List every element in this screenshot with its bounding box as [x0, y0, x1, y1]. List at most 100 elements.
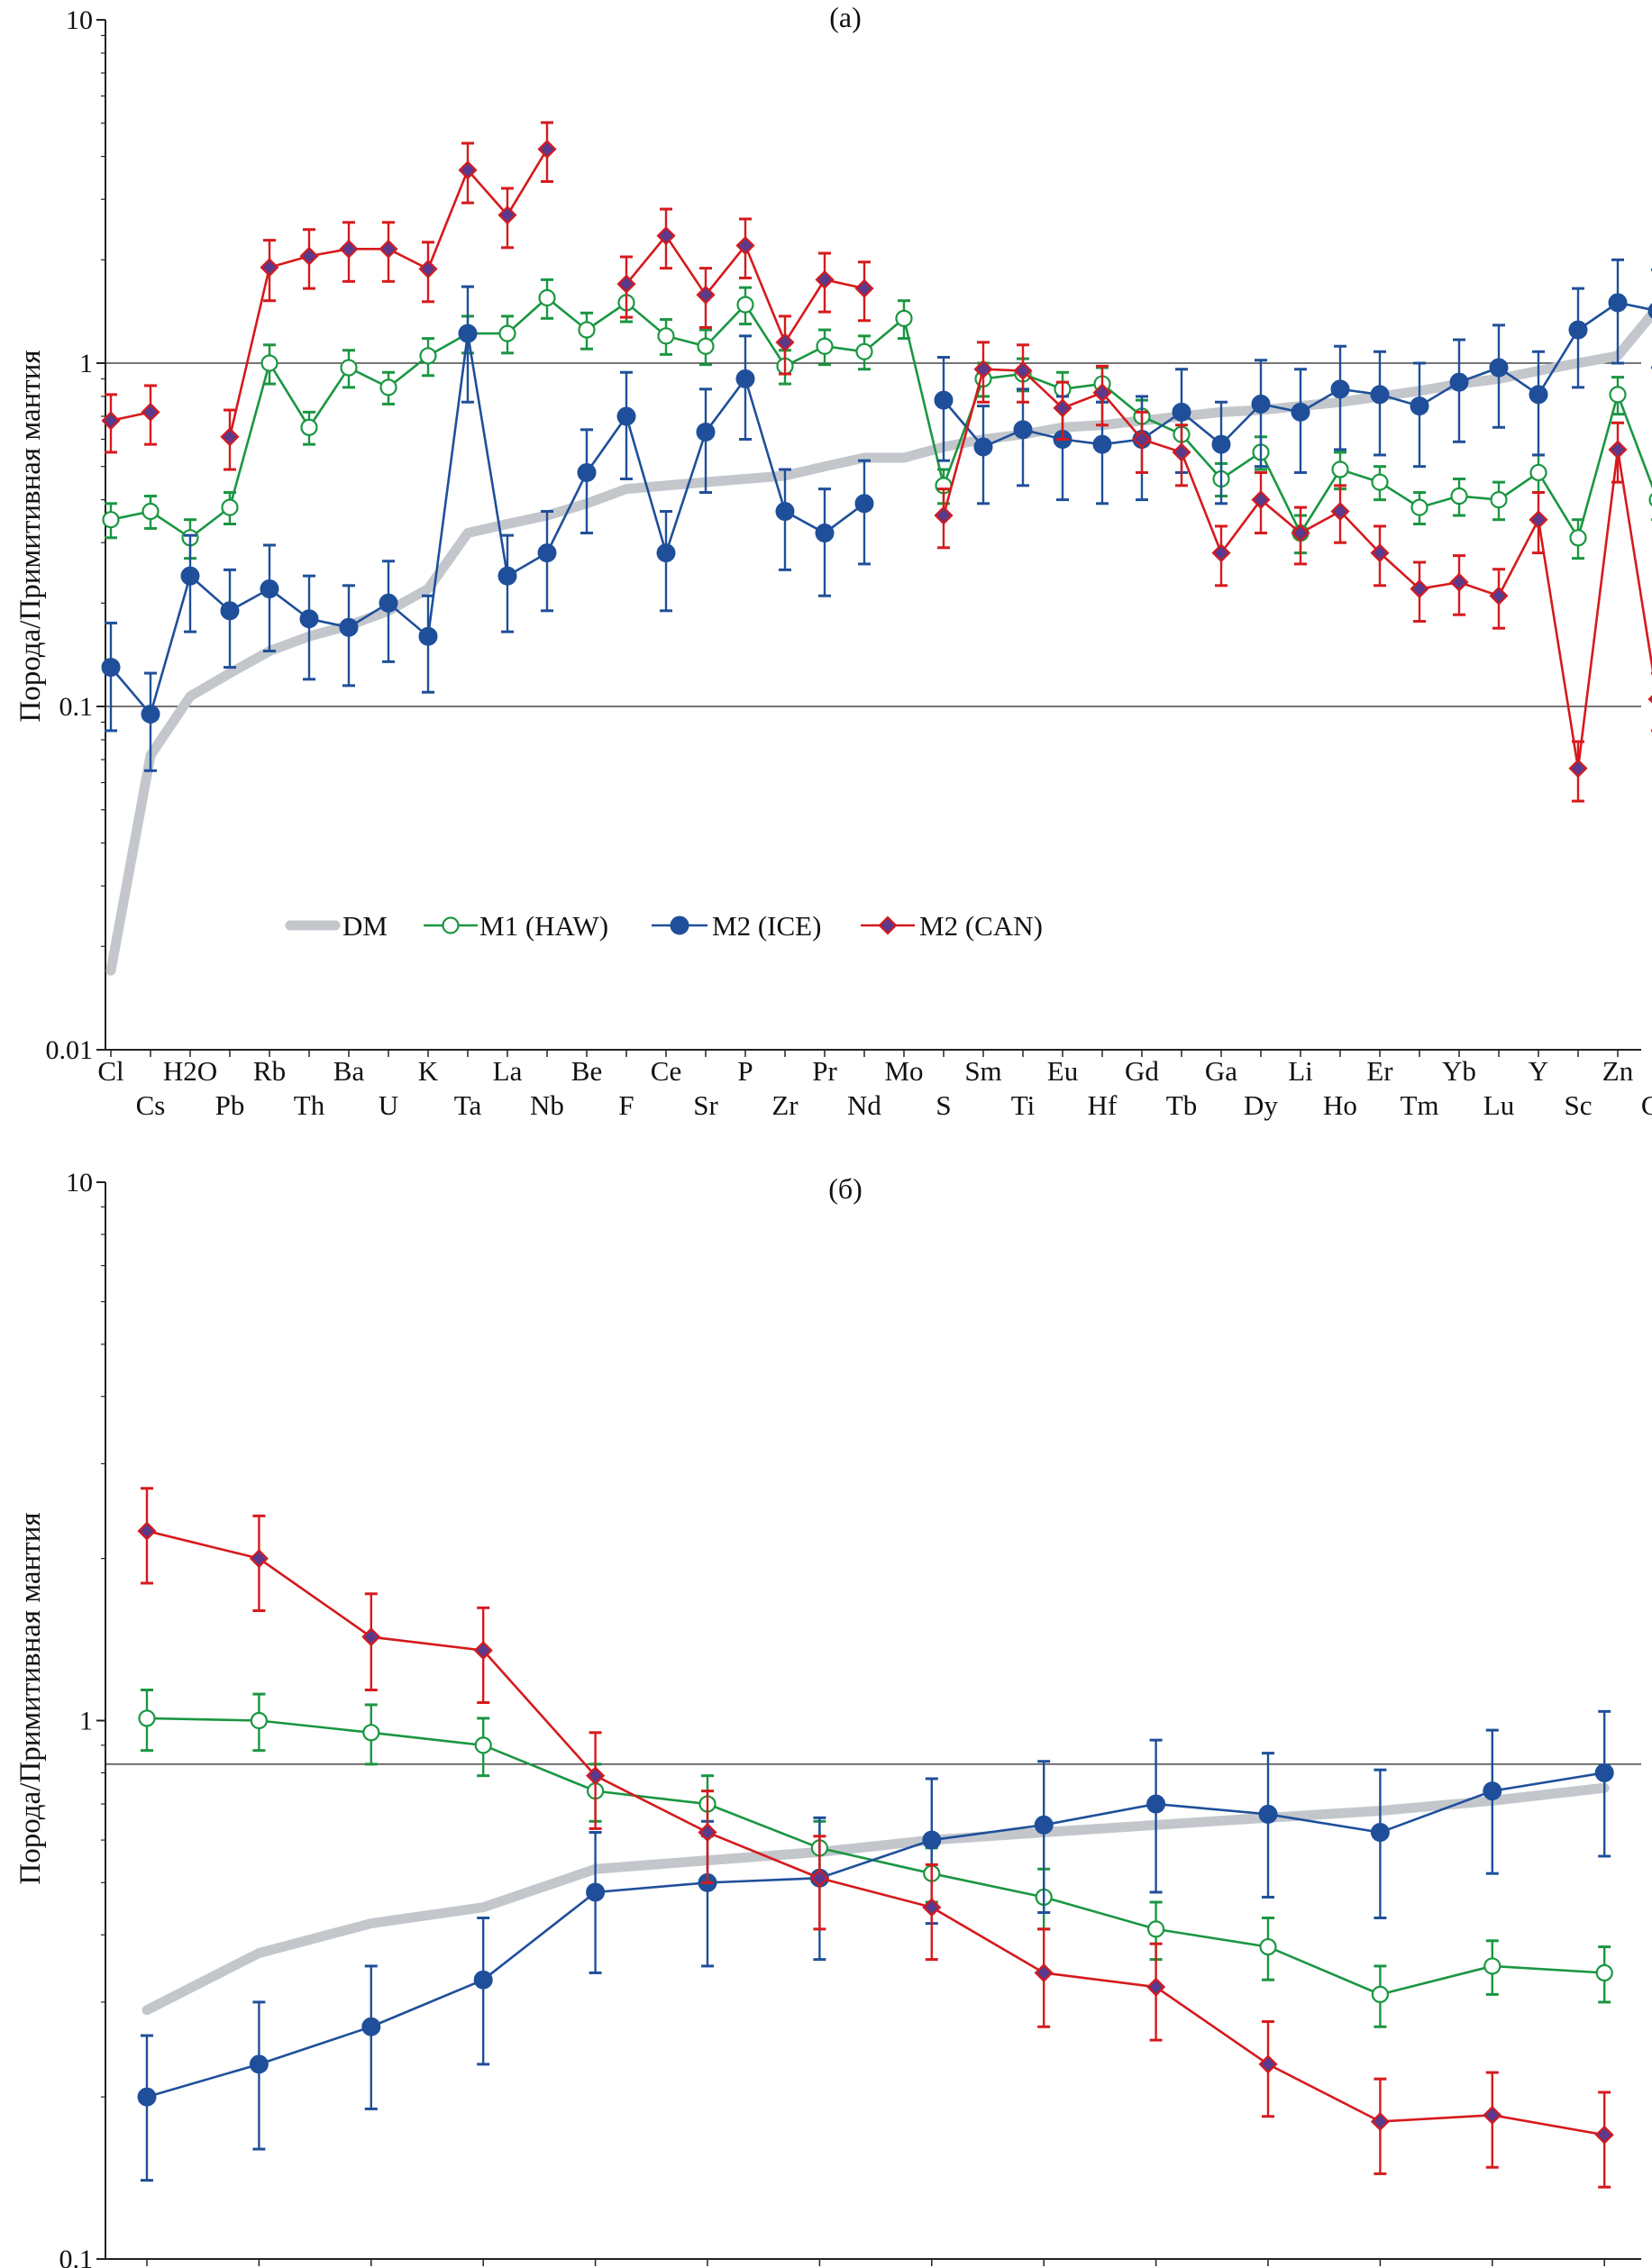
x-tick-label-s: S: [936, 1089, 951, 1121]
point-p: [735, 369, 755, 388]
point-er: [1370, 543, 1390, 563]
y-tick-label: 0.1: [59, 2245, 94, 2268]
series-line: [146, 1772, 1605, 2099]
point-yb: [1450, 487, 1468, 506]
point-sr: [696, 285, 716, 305]
point-pr: [815, 269, 835, 289]
point-ti: [1013, 360, 1033, 381]
point-la: [137, 1521, 157, 1541]
series-m2-ice: [137, 1709, 1614, 2182]
point-pr: [362, 1724, 380, 1742]
y-tick-label: 0.1: [59, 692, 94, 722]
point-h2o: [180, 566, 200, 586]
x-tick-label-tb: Tb: [917, 2266, 947, 2268]
point-nb: [537, 139, 557, 159]
point-th: [299, 246, 319, 266]
point-dy: [1034, 1963, 1054, 1982]
point-th: [299, 609, 319, 629]
point-zr: [775, 502, 795, 522]
point-eu: [1053, 398, 1072, 418]
point-er: [1258, 1804, 1278, 1824]
point-er: [1371, 473, 1389, 491]
point-k: [419, 347, 437, 365]
point-mo: [895, 309, 913, 327]
point-pr: [361, 2017, 381, 2036]
point-lu: [1595, 1963, 1613, 1982]
point-tm: [1370, 2111, 1390, 2132]
y-axis-label: Порода/Примитивная мантия: [14, 1512, 47, 1884]
point-be: [578, 321, 596, 339]
x-tick-label-nd: Nd: [466, 2266, 500, 2268]
point-tm: [1370, 1823, 1390, 1843]
x-tick-label-sm: Sm: [577, 2266, 614, 2268]
point-hf: [1092, 383, 1112, 403]
point-p: [736, 296, 754, 314]
legend-marker: [670, 915, 689, 935]
point-er: [1258, 2054, 1278, 2074]
point-rb: [260, 258, 279, 278]
series-m2-ice: [101, 258, 1652, 772]
point-yb: [1449, 372, 1469, 392]
point-cl: [101, 411, 121, 431]
point-nd: [855, 342, 873, 360]
point-pb: [221, 498, 239, 516]
point-k: [418, 626, 438, 646]
point-ce: [249, 2054, 269, 2074]
point-sm: [586, 1766, 606, 1786]
panel-title: (б): [828, 1172, 863, 1205]
x-tick-label-hf: Hf: [1088, 1089, 1118, 1121]
point-gd: [809, 1868, 829, 1888]
point-tb: [922, 1898, 942, 1917]
point-pr: [815, 524, 835, 543]
point-cl: [101, 658, 121, 678]
point-er: [1370, 385, 1390, 405]
point-s: [934, 390, 954, 410]
x-tick-label-yb: Yb: [1475, 2266, 1510, 2268]
x-tick-label-nd: Nd: [847, 1089, 881, 1121]
point-tm: [1410, 578, 1429, 599]
x-tick-label-sc: Sc: [1565, 1089, 1593, 1121]
point-la: [137, 2087, 157, 2107]
point-gd: [1132, 429, 1152, 450]
x-tick-label-gd: Gd: [802, 2266, 836, 2268]
x-tick-label-pr: Pr: [359, 2266, 384, 2268]
point-zn: [1608, 293, 1628, 313]
point-ba: [339, 239, 359, 259]
legend-item-m2-can: M2 (CAN): [861, 910, 1043, 942]
point-pr: [361, 1627, 381, 1647]
point-yb: [1483, 1957, 1501, 1975]
x-tick-label-ba: Ba: [333, 1055, 365, 1087]
x-tick-label-nb: Nb: [530, 1089, 564, 1121]
x-tick-label-ce: Ce: [243, 2266, 274, 2268]
x-tick-label-er: Er: [1255, 2266, 1282, 2268]
x-tick-label-li: Li: [1288, 1055, 1313, 1087]
point-ce: [249, 1549, 269, 1569]
legend-item-dm: DM: [285, 910, 388, 942]
x-tick-label-ti: Ti: [1011, 1089, 1036, 1121]
point-ho: [1146, 1794, 1166, 1814]
point-ce: [250, 1711, 268, 1730]
point-zn: [1608, 440, 1628, 460]
point-hf: [1092, 434, 1112, 454]
y-tick-label: 10: [66, 5, 93, 35]
series-m2-can: [101, 121, 1652, 803]
point-sc: [1569, 529, 1587, 547]
point-nd: [473, 1970, 493, 1990]
point-pb: [220, 601, 240, 621]
point-s: [934, 506, 954, 525]
x-tick-label-rb: Rb: [253, 1055, 286, 1087]
x-tick-label-u: U: [379, 1089, 398, 1121]
series-dm: [141, 1782, 1610, 2016]
point-dy: [1251, 490, 1271, 510]
point-er: [1259, 1937, 1277, 1956]
point-ce: [657, 327, 675, 345]
point-eu: [698, 1822, 717, 1843]
point-sc: [1568, 759, 1588, 779]
point-cs: [141, 502, 160, 521]
point-cs: [141, 704, 160, 724]
point-sm: [586, 1882, 606, 1902]
x-tick-label-th: Th: [294, 1089, 325, 1121]
legend-label: M2 (ICE): [712, 910, 821, 942]
